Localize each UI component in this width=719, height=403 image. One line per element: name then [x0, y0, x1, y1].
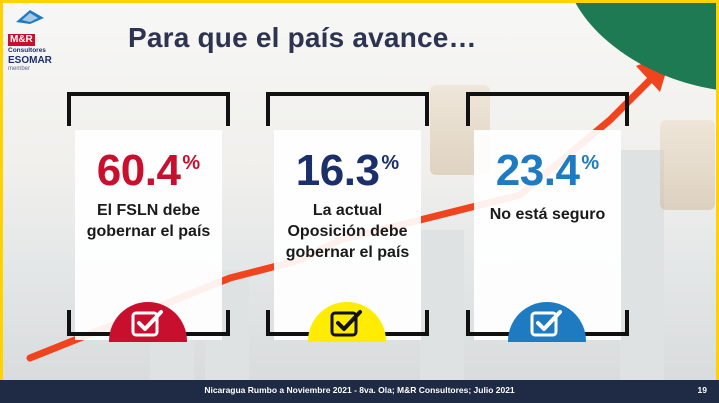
result-label: La actual Oposición debe gobernar el paí… — [285, 202, 410, 261]
member-label: member — [8, 66, 31, 72]
page-title: Para que el país avance… — [128, 22, 477, 53]
checkbox-check-icon — [530, 310, 562, 337]
logo-subtitle: Consultores — [8, 47, 46, 54]
result-label: El FSLN debe gobernar el país — [86, 202, 211, 240]
result-label: No está seguro — [489, 206, 606, 223]
result-card-no-seguro: 23.4% No está seguro — [466, 92, 629, 342]
footer-source: Nicaragua Rumbo a Noviembre 2021 - 8va. … — [204, 385, 515, 395]
background-coins — [660, 120, 715, 210]
percent-value: 16.3% — [295, 146, 400, 195]
percent-value: 60.4% — [96, 146, 201, 195]
checkbox-check-icon — [131, 310, 163, 337]
page-number: 19 — [697, 385, 707, 395]
check-badge — [308, 302, 386, 342]
logo-brand: M&R — [8, 34, 35, 46]
percent-value: 23.4% — [495, 146, 600, 195]
checkbox-check-icon — [330, 310, 362, 337]
logo-mark-icon — [16, 10, 44, 24]
check-badge — [109, 302, 187, 342]
background-bar — [420, 230, 464, 380]
green-corner-decoration — [574, 0, 719, 90]
result-card-fsln: 60.4% El FSLN debe gobernar el país — [67, 92, 230, 342]
footer-bar: Nicaragua Rumbo a Noviembre 2021 - 8va. … — [0, 380, 719, 403]
background-bar — [620, 150, 664, 380]
result-card-oposicion: 16.3% La actual Oposición debe gobernar … — [266, 92, 429, 342]
esomar-label: ESOMAR — [8, 55, 52, 66]
check-badge — [508, 302, 586, 342]
company-logo: M&R Consultores ESOMAR member — [8, 8, 54, 72]
